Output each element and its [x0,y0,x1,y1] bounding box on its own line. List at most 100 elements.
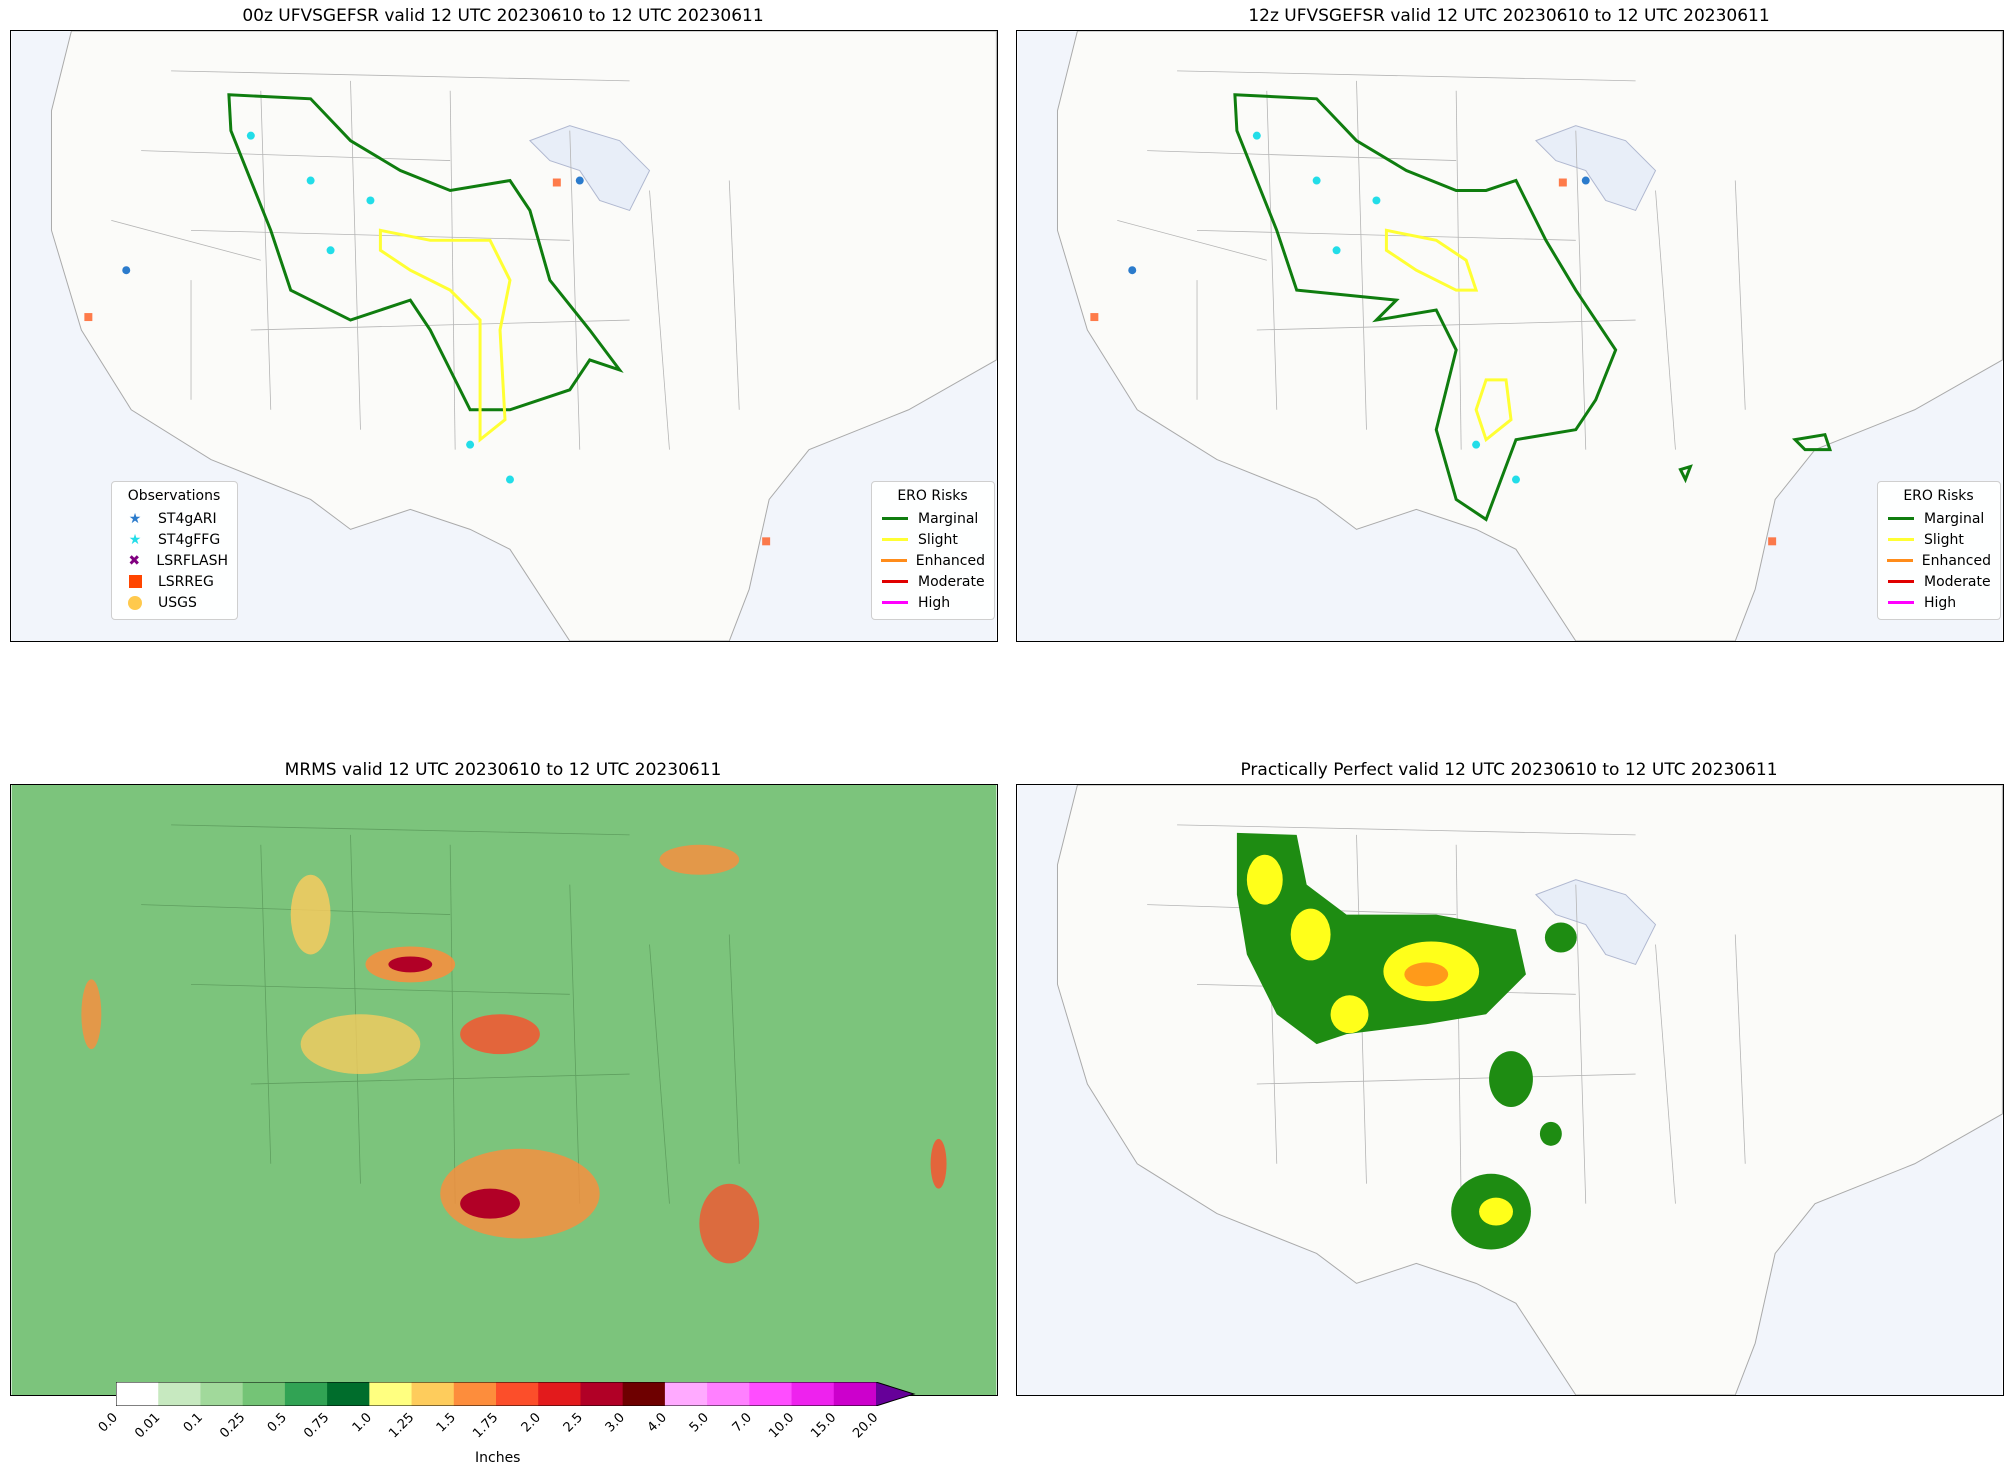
line-icon [1886,573,1916,591]
conus-land [1056,31,2003,641]
legend-label: Moderate [1924,573,1991,590]
ero-slight-contour-1 [1384,228,1479,292]
ero-legend-12z: ERO Risks Marginal Slight Enhanced Moder… [1877,481,2001,620]
colorbar-swatch [664,1382,708,1406]
legend-label: Marginal [1924,510,1985,527]
colorbar-swatch [284,1382,328,1406]
colorbar-tick-label: 20.0 [850,1410,882,1442]
colorbar-tick-label: 0.75 [301,1410,333,1442]
colorbar-swatch [833,1382,877,1406]
precip-cells [81,844,947,1264]
colorbar-tick-label: 0.1 [180,1410,206,1436]
colorbar-label: Inches [475,1450,521,1466]
line-icon [1886,552,1914,570]
colorbar-swatch [622,1382,666,1406]
star-icon: ★ [128,531,142,548]
colorbar [115,1381,916,1407]
line-icon [1886,510,1916,528]
colorbar-tick-label: 5.0 [687,1410,713,1436]
colorbar-swatch [580,1382,624,1406]
colorbar-swatch [242,1382,286,1406]
ero-legend-title: ERO Risks [897,488,968,504]
ero-legend-title: ERO Risks [1903,488,1974,504]
line-icon [880,510,910,528]
colorbar-swatch [116,1382,159,1406]
legend-label: High [1924,594,1957,611]
line-icon [1886,594,1916,612]
colorbar-swatch [707,1382,750,1406]
legend-item-high: High [880,592,985,613]
colorbar-tick-label: 3.0 [602,1410,628,1436]
legend-item-slight: Slight [880,529,985,550]
map-panel-mrms [10,784,998,1396]
colorbar-extend-arrow [876,1382,914,1406]
legend-label: Slight [1924,531,1964,548]
ero-marginal-contour [227,93,624,412]
legend-label: Enhanced [1921,552,1991,569]
legend-label: USGS [158,594,197,611]
colorbar-tick-label: 0.0 [96,1410,122,1436]
ero-slight-contour-2 [1474,378,1513,443]
colorbar-tick-label: 10.0 [765,1410,797,1442]
great-lakes [1535,125,1657,212]
line-icon [880,552,908,570]
colorbar-swatch [158,1382,201,1406]
colorbar-tick-label: 2.0 [518,1410,544,1436]
map-panel-12z: ERO Risks Marginal Slight Enhanced Moder… [1016,30,2004,642]
colorbar-swatch [496,1382,539,1406]
great-lakes [1535,879,1657,966]
legend-item-moderate: Moderate [880,571,985,592]
colorbar-svg [115,1381,916,1407]
obs-markers [84,131,771,546]
legend-label: Marginal [918,510,979,527]
legend-item-usgs: USGS [120,592,228,613]
legend-item-st4gari: ★ ST4gARI [120,508,228,529]
conus-land [50,31,997,641]
x-icon: ✖ [128,552,141,569]
line-icon [1886,531,1916,549]
map-pp-svg [1017,785,2003,1395]
colorbar-swatch [749,1382,793,1406]
legend-label: ST4gFFG [158,531,221,548]
ero-legend: ERO Risks Marginal Slight Enhanced Moder… [871,481,995,620]
line-icon [880,573,910,591]
colorbar-outline [115,1381,916,1407]
colorbar-tick-label: 0.01 [132,1410,164,1442]
legend-label: ST4gARI [158,510,217,527]
observations-legend: Observations ★ ST4gARI ★ ST4gFFG ✖ LSRFLASH… [111,481,238,620]
colorbar-tick-label: 1.5 [433,1410,460,1436]
colorbar-swatch [369,1382,413,1406]
colorbar-swatch [327,1382,370,1406]
legend-item-st4gffg: ★ ST4gFFG [120,529,228,550]
pp-enhanced-area [1404,962,1449,987]
mrms-background [11,785,997,1395]
legend-label: High [918,594,951,611]
legend-item-enhanced: Enhanced [1886,550,1991,571]
legend-item-high: High [1886,592,1991,613]
ero-marginal-offshore-1 [1791,432,1833,452]
map-panel-practically-perfect [1016,784,2004,1396]
legend-label: Enhanced [915,552,985,569]
colorbar-swatch [538,1382,581,1406]
colorbar-tick-label: 0.25 [216,1410,248,1442]
panel-title-2: 12z UFVSGEFSR valid 12 UTC 20230610 to 1… [1248,6,1770,26]
ero-marginal-contour [1233,93,1618,522]
colorbar-tick-label: 2.5 [560,1410,586,1436]
star-icon: ★ [128,510,142,527]
colorbar-tick-label: 1.75 [470,1410,502,1442]
panel-title-3: MRMS valid 12 UTC 20230610 to 12 UTC 202… [284,760,722,780]
legend-label: Moderate [918,573,985,590]
legend-item-lsrflash: ✖ LSRFLASH [120,550,228,571]
colorbar-swatch [200,1382,244,1406]
colorbar-swatch [411,1382,455,1406]
panel-title-1: 00z UFVSGEFSR valid 12 UTC 20230610 to 1… [242,6,764,26]
legend-item-slight: Slight [1886,529,1991,550]
observations-legend-title: Observations [127,488,221,504]
map-panel-00z: Observations ★ ST4gARI ★ ST4gFFG ✖ LSRFLASH… [10,30,998,642]
circle-icon [120,594,150,612]
colorbar-tick-label: 1.25 [385,1410,417,1442]
legend-item-enhanced: Enhanced [880,550,985,571]
legend-label: LSRREG [158,573,214,590]
legend-label: LSRFLASH [156,552,228,569]
legend-item-marginal: Marginal [1886,508,1991,529]
